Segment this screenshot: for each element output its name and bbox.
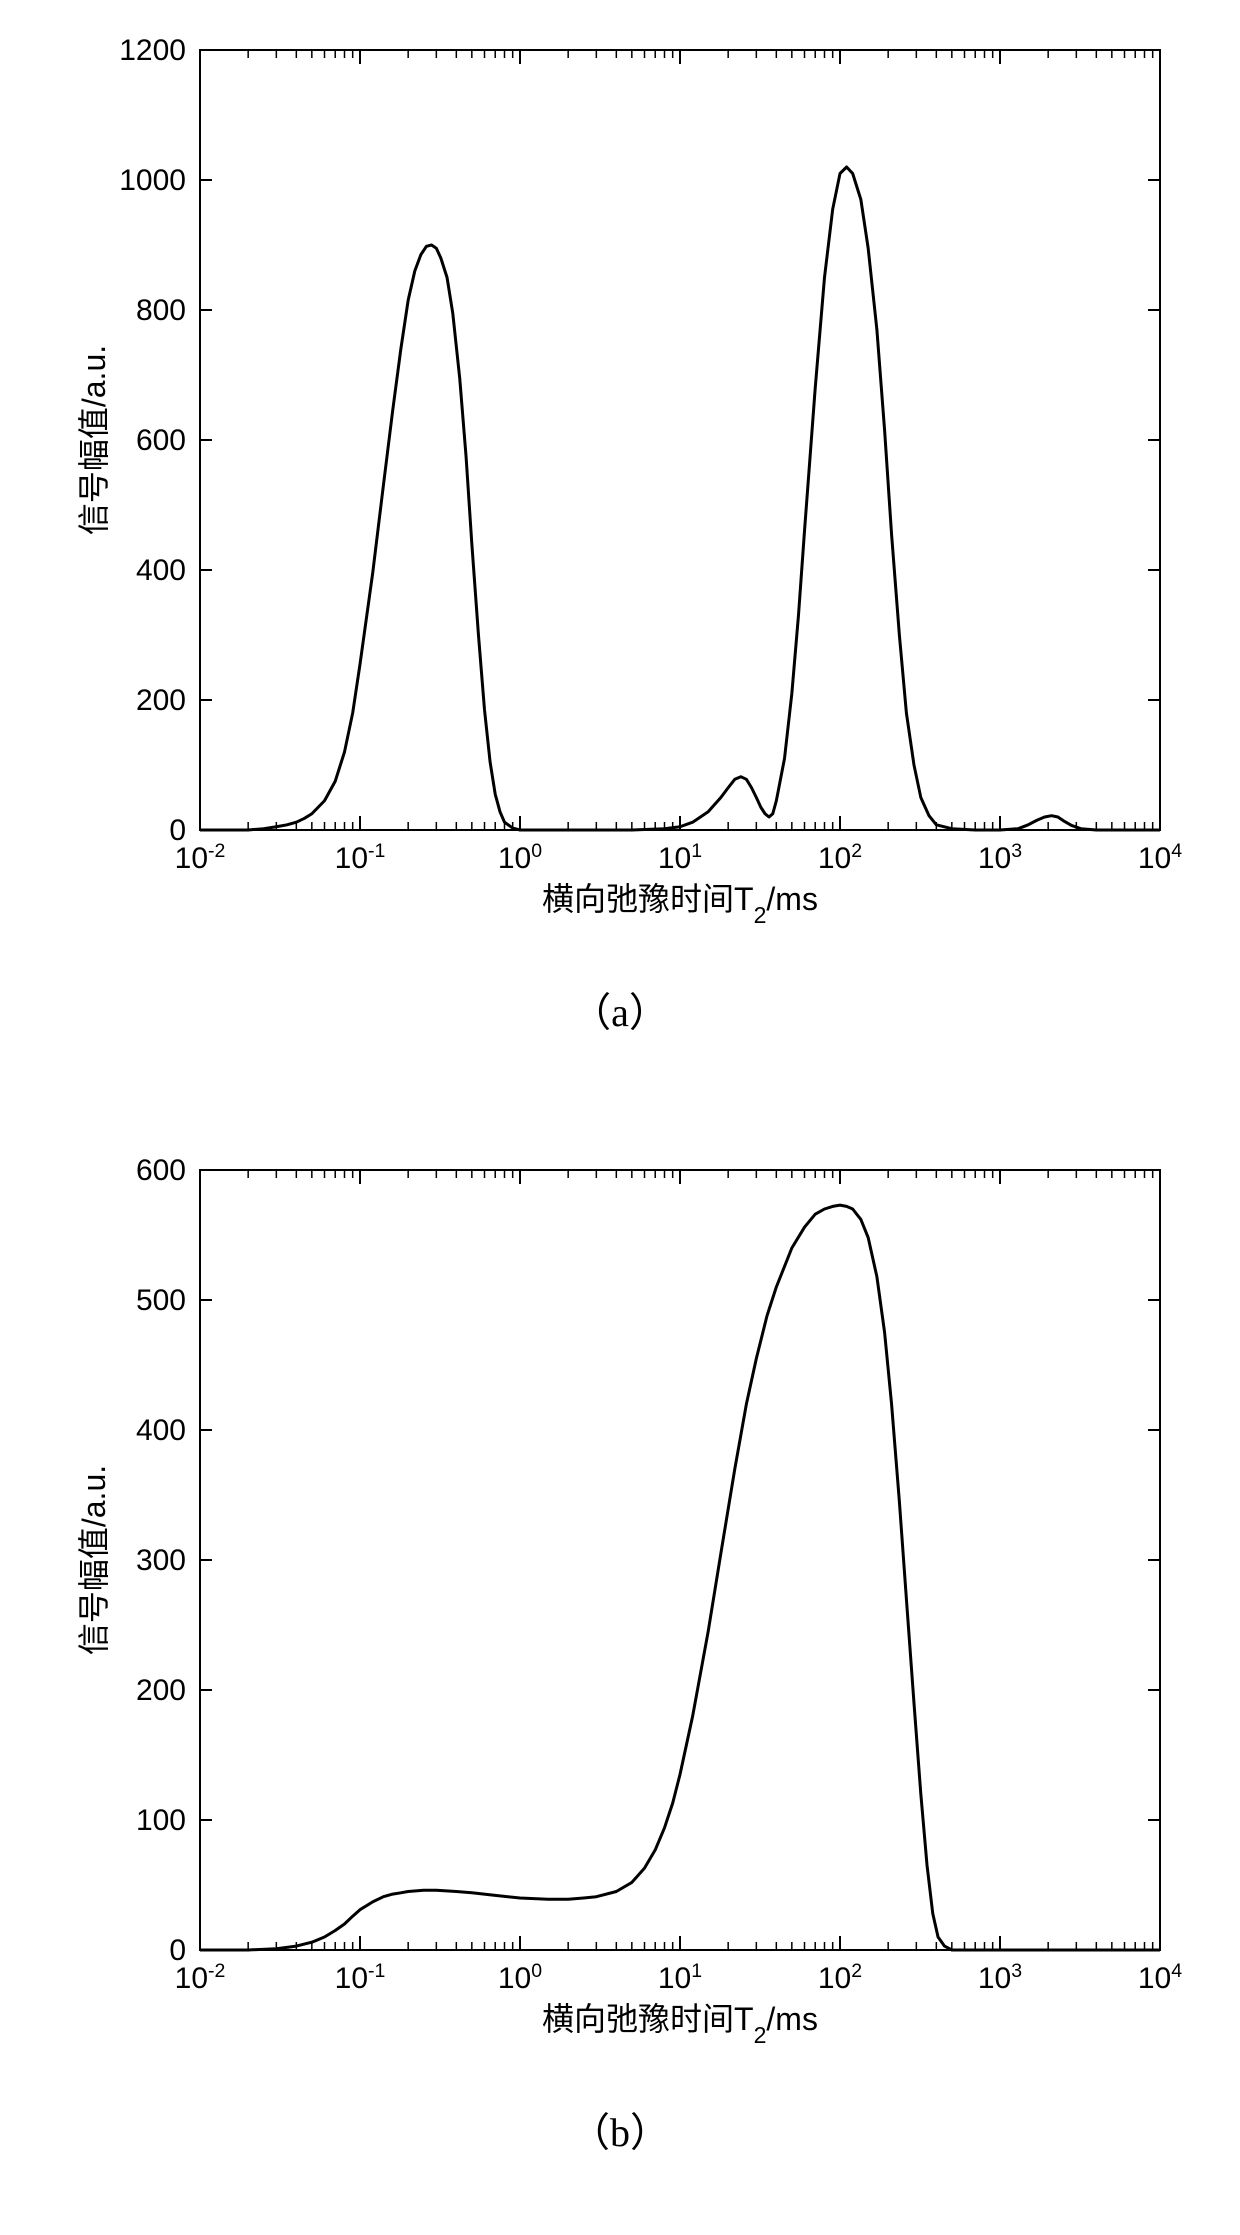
- svg-text:104: 104: [1138, 1960, 1182, 1995]
- chart-a-caption: （a）: [50, 980, 1190, 1038]
- chart-a-svg: 02004006008001000120010-210-110010110210…: [50, 30, 1190, 930]
- svg-text:600: 600: [136, 1154, 186, 1187]
- chart-b-svg: 010020030040050060010-210-11001011021031…: [50, 1150, 1190, 2050]
- svg-text:101: 101: [658, 840, 702, 875]
- chart-a-panel: 02004006008001000120010-210-110010110210…: [50, 30, 1190, 1038]
- svg-text:1000: 1000: [119, 164, 186, 197]
- svg-text:500: 500: [136, 1284, 186, 1317]
- svg-text:1200: 1200: [119, 34, 186, 67]
- svg-text:800: 800: [136, 294, 186, 327]
- svg-text:102: 102: [818, 1960, 862, 1995]
- svg-text:200: 200: [136, 684, 186, 717]
- svg-text:104: 104: [1138, 840, 1182, 875]
- svg-text:102: 102: [818, 840, 862, 875]
- svg-text:300: 300: [136, 1544, 186, 1577]
- svg-text:信号幅值/a.u.: 信号幅值/a.u.: [76, 345, 112, 535]
- svg-text:400: 400: [136, 554, 186, 587]
- svg-text:101: 101: [658, 1960, 702, 1995]
- svg-text:横向弛豫时间T2/ms: 横向弛豫时间T2/ms: [542, 2001, 818, 2048]
- svg-text:10-1: 10-1: [335, 840, 386, 875]
- svg-text:600: 600: [136, 424, 186, 457]
- svg-text:100: 100: [136, 1804, 186, 1837]
- chart-b-caption: （b）: [50, 2100, 1190, 2158]
- svg-text:200: 200: [136, 1674, 186, 1707]
- chart-b-panel: 010020030040050060010-210-11001011021031…: [50, 1150, 1190, 2158]
- svg-text:10-2: 10-2: [175, 1960, 226, 1995]
- svg-text:10-1: 10-1: [335, 1960, 386, 1995]
- svg-text:103: 103: [978, 840, 1022, 875]
- svg-text:400: 400: [136, 1414, 186, 1447]
- svg-text:100: 100: [498, 840, 542, 875]
- svg-text:横向弛豫时间T2/ms: 横向弛豫时间T2/ms: [542, 881, 818, 928]
- svg-text:10-2: 10-2: [175, 840, 226, 875]
- svg-text:103: 103: [978, 1960, 1022, 1995]
- svg-text:信号幅值/a.u.: 信号幅值/a.u.: [76, 1465, 112, 1655]
- svg-text:100: 100: [498, 1960, 542, 1995]
